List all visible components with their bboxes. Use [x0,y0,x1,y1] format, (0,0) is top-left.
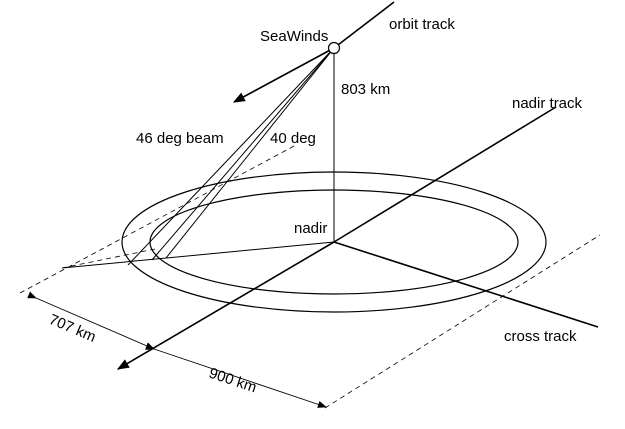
inner-beam-ground-line [61,241,335,269]
nadir-track-line [333,106,557,243]
outer-swath-right-edge [324,234,601,409]
outer-swath-left-edge [19,144,297,294]
inner-swath-dimension [27,291,155,350]
nadir-label: nadir [294,220,327,237]
outer-beam-line-2 [151,47,335,261]
inner-beam-label: 40 deg [270,130,316,147]
outer-swath-dimension [145,343,327,408]
orbit-track-label: orbit track [389,16,455,33]
cross-track-line [333,241,599,328]
orbit-track-line [333,1,395,49]
inner-beam-line [165,47,335,259]
inner-swath-dashed-edge [61,248,156,269]
outer-beam-line [127,47,335,266]
orbit-track-arrow [232,47,335,103]
seawinds-label: SeaWinds [260,28,328,45]
nadir-track-arrow [116,241,335,370]
seawinds-spacecraft-icon [327,41,341,55]
outer-beam-label: 46 deg beam [136,130,224,147]
outer-swath-label: 900 km [207,365,259,397]
altitude-label: 803 km [341,81,390,98]
cross-track-label: cross track [504,328,577,345]
inner-swath-label: 707 km [46,311,98,346]
nadir-track-label: nadir track [512,95,583,112]
